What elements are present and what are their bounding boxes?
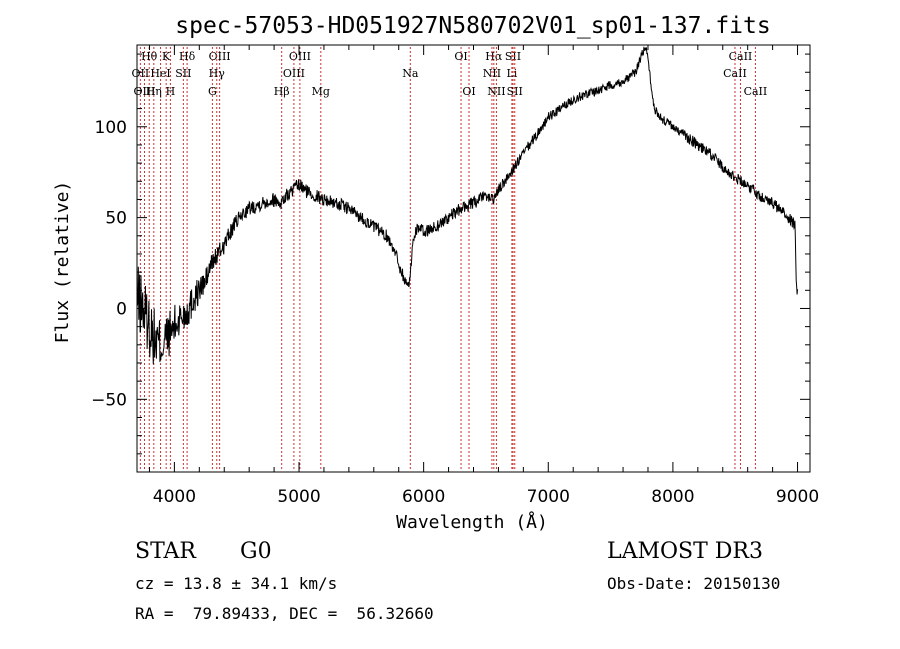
- y-axis-label: Flux (relative): [52, 181, 73, 344]
- plot-frame: [136, 44, 811, 473]
- y-tick-label-0: −50: [91, 390, 127, 410]
- y-tick-label-2: 50: [105, 209, 127, 229]
- line-label-0: Hθ: [141, 50, 158, 63]
- x-tick-label-4: 8000: [651, 487, 694, 507]
- spectrum-line: [136, 46, 798, 365]
- line-label-23: Li: [506, 67, 517, 80]
- spectrum-trace: [136, 46, 798, 365]
- line-label-8: SII: [175, 67, 191, 80]
- line-label-18: OI: [462, 85, 475, 98]
- redshift-value: cz = 13.8 ± 34.1 km/s: [135, 574, 338, 593]
- x-axis-label: Wavelength (Å): [396, 511, 548, 533]
- line-label-11: G: [208, 85, 217, 98]
- line-label-6: H: [166, 85, 176, 98]
- line-label-12: OIII: [289, 50, 311, 63]
- survey-name: LAMOST DR3: [607, 539, 763, 564]
- line-label-25: CaII: [729, 50, 753, 63]
- line-label-9: OIII: [209, 50, 231, 63]
- line-label-22: SII: [505, 50, 521, 63]
- x-tick-label-2: 6000: [402, 487, 445, 507]
- line-label-5: Hη: [146, 85, 162, 98]
- line-label-26: CaII: [723, 67, 747, 80]
- spectral-line-markers: Hθ OII OIII K HeI Hη H Hδ SII OIII Hγ G OIII OIII Hβ Mg…: [132, 47, 768, 471]
- x-tick-label-1: 5000: [277, 487, 320, 507]
- spectral-subclass: G0: [240, 539, 272, 564]
- x-tick-label-3: 7000: [527, 487, 570, 507]
- line-label-3: K: [162, 50, 171, 63]
- line-label-2: OIII: [133, 85, 155, 98]
- y-tick-label-1: 0: [116, 299, 127, 319]
- y-tick-label-3: 100: [95, 118, 127, 138]
- line-label-10: Hγ: [209, 67, 226, 80]
- line-label-15: Mg: [312, 85, 330, 98]
- line-label-19: Hα: [485, 50, 503, 63]
- object-class: STAR: [135, 539, 196, 564]
- line-label-20: NII: [483, 67, 501, 80]
- line-label-4: HeI: [150, 67, 170, 80]
- line-label-1: OII: [132, 67, 150, 80]
- sky-coordinates: RA = 79.89433, DEC = 56.32660: [135, 604, 434, 623]
- line-label-21: NII: [487, 85, 505, 98]
- observation-date: Obs-Date: 20150130: [607, 574, 781, 593]
- x-tick-label-0: 4000: [153, 487, 196, 507]
- x-tick-label-5: 9000: [776, 487, 819, 507]
- line-label-27: CaII: [744, 85, 768, 98]
- line-label-17: OI: [454, 50, 467, 63]
- axis-ticks: 4000 5000 6000 7000 8000 9000 −50 0 50 100: [91, 45, 819, 507]
- line-label-13: OIII: [283, 67, 305, 80]
- line-label-16: Na: [402, 67, 419, 80]
- line-label-7: Hδ: [179, 50, 196, 63]
- chart-title: spec-57053-HD051927N580702V01_sp01-137.f…: [175, 13, 770, 39]
- line-label-14: Hβ: [274, 85, 290, 98]
- line-label-24: SII: [507, 85, 523, 98]
